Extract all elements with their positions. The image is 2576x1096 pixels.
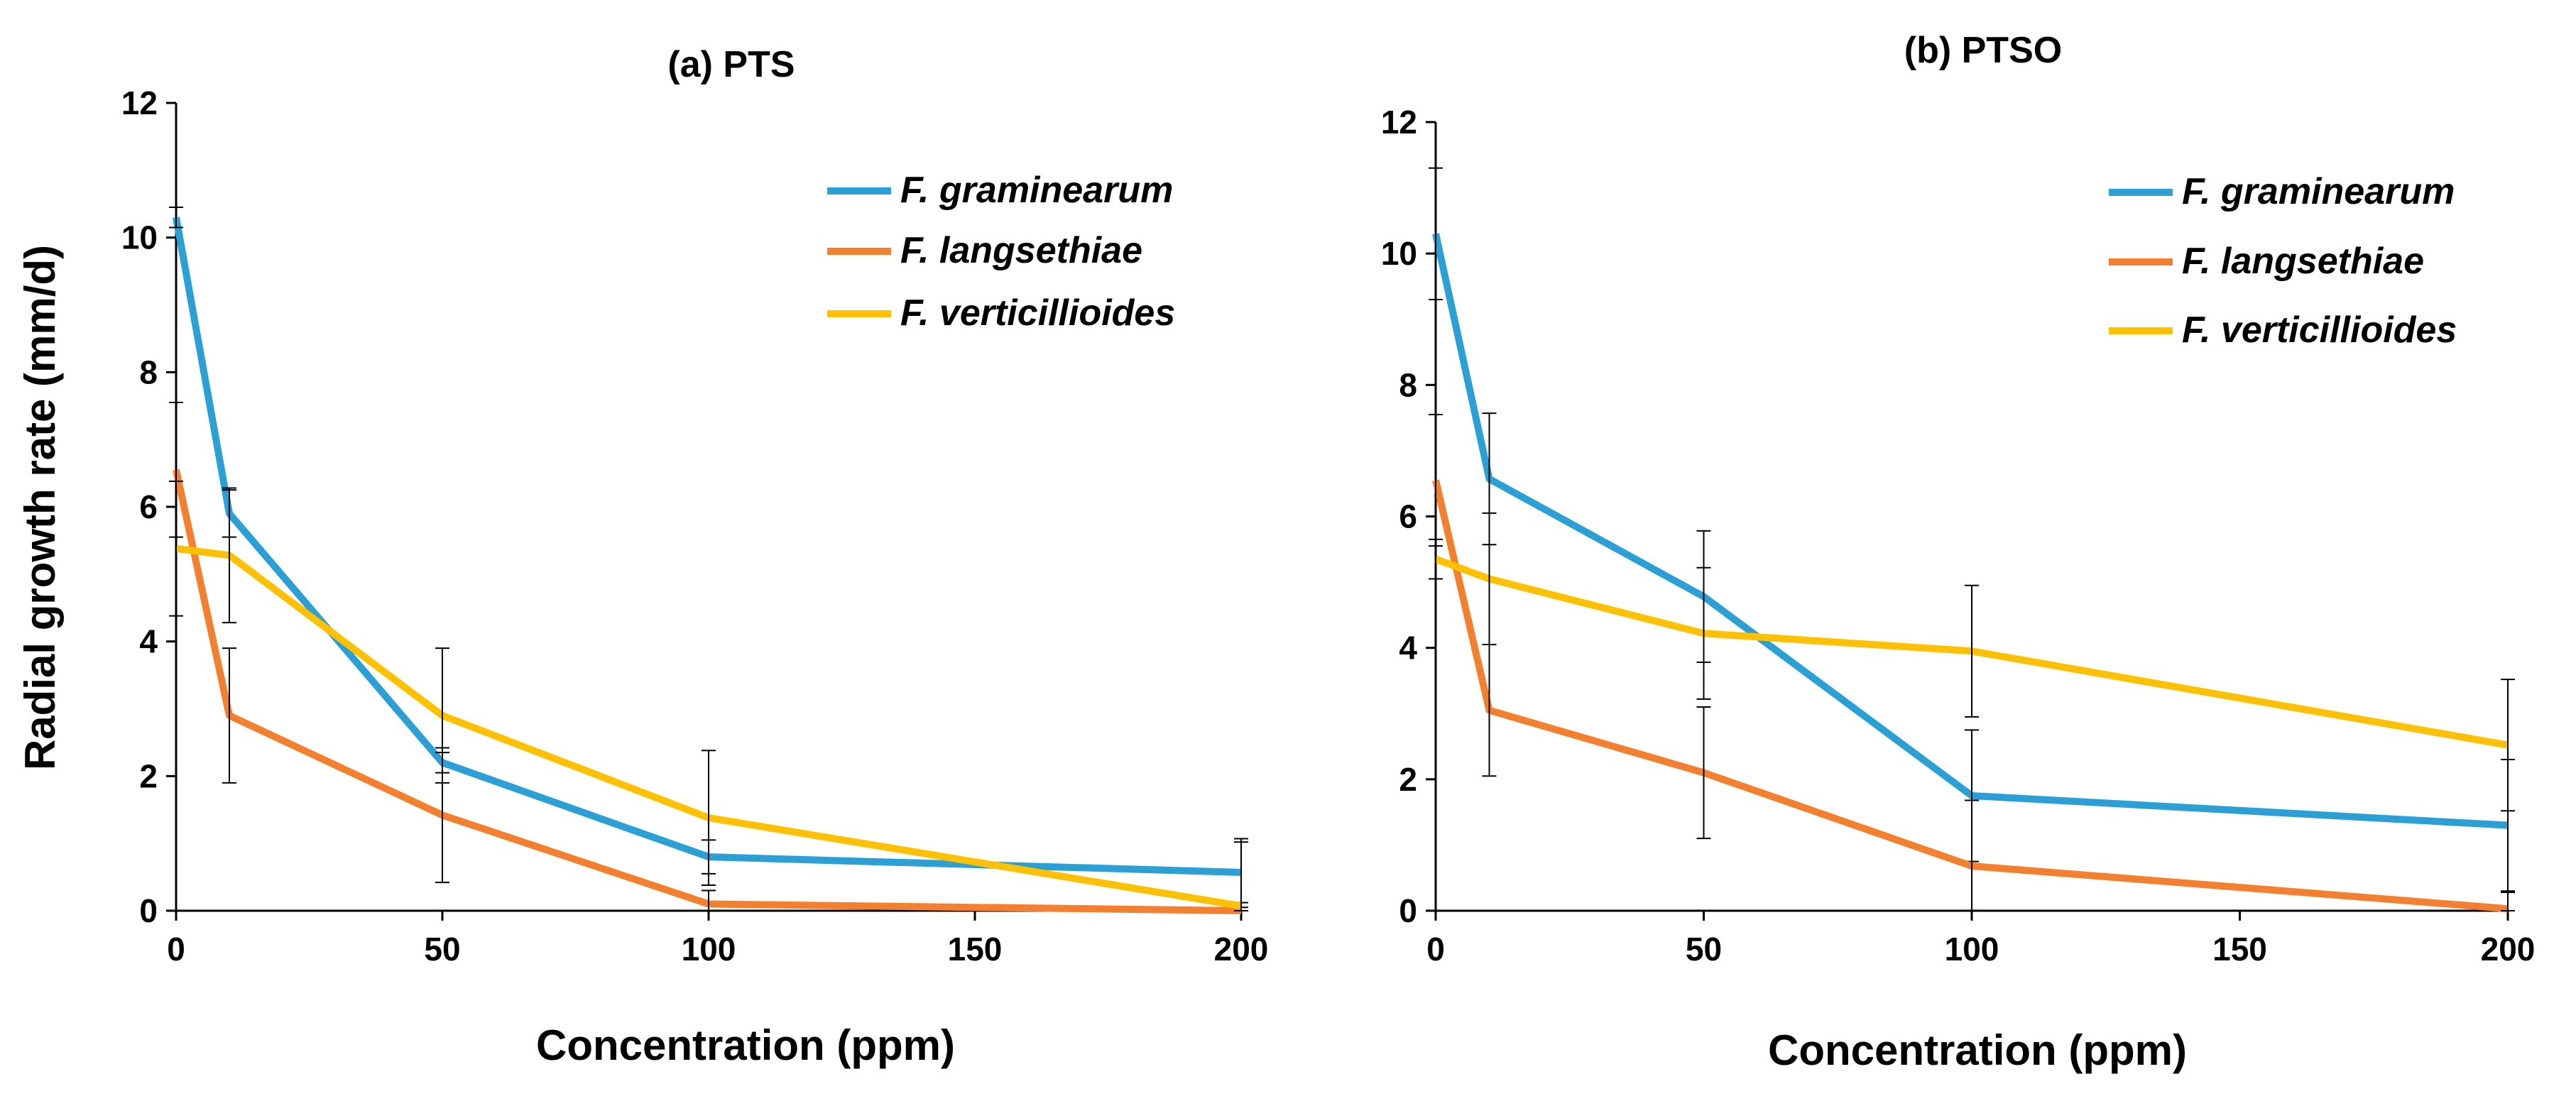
- y-tick-label: 10: [1381, 235, 1417, 272]
- chart-title: (a) PTS: [667, 44, 795, 85]
- legend-label-1: F. langsethiae: [900, 230, 1142, 271]
- y-tick-label: 12: [121, 84, 158, 121]
- y-tick-label: 10: [121, 219, 158, 256]
- y-axis-label: Radial growth rate (mm/d): [16, 245, 64, 770]
- legend-label-2: F. verticillioides: [900, 292, 1175, 334]
- chart-title: (b) PTSO: [1904, 30, 2062, 71]
- y-tick-label: 12: [1381, 104, 1417, 141]
- y-tick-label: 8: [139, 354, 158, 390]
- x-tick-label: 0: [167, 931, 185, 968]
- y-tick-label: 4: [1399, 630, 1417, 667]
- chart-panel-1: (b) PTSO 0 2 4 6 8 10 12 0 50 100 150 200 Concentrati…: [1381, 30, 2536, 1074]
- x-tick-label: 150: [2212, 931, 2267, 968]
- x-tick-label: 200: [1214, 931, 1269, 968]
- x-axis-label: Concentration (ppm): [536, 1021, 955, 1069]
- y-tick-label: 6: [139, 488, 158, 525]
- y-tick-label: 0: [139, 892, 158, 929]
- y-tick-label: 6: [1399, 498, 1417, 535]
- x-tick-label: 100: [682, 931, 736, 968]
- y-tick-label: 8: [1399, 366, 1417, 403]
- x-tick-label: 200: [2481, 931, 2536, 968]
- x-tick-label: 50: [1686, 931, 1722, 968]
- y-tick-label: 2: [139, 757, 158, 794]
- legend-label-0: F. graminearum: [2182, 171, 2455, 212]
- y-tick-label: 2: [1399, 761, 1417, 798]
- y-tick-label: 0: [1399, 892, 1417, 929]
- legend-label-0: F. graminearum: [900, 170, 1173, 211]
- chart-panel-0: (a) PTS 0 2 4 6 8 10 12 0 50 100 150 200 Concentratio…: [16, 44, 1268, 1069]
- legend-label-1: F. langsethiae: [2182, 241, 2424, 282]
- legend-label-2: F. verticillioides: [2182, 309, 2457, 351]
- y-tick-label: 4: [139, 623, 158, 660]
- x-tick-label: 50: [424, 931, 460, 968]
- x-axis-label: Concentration (ppm): [1768, 1026, 2187, 1074]
- x-tick-label: 100: [1945, 931, 1999, 968]
- x-tick-label: 150: [948, 931, 1003, 968]
- x-tick-label: 0: [1426, 931, 1445, 968]
